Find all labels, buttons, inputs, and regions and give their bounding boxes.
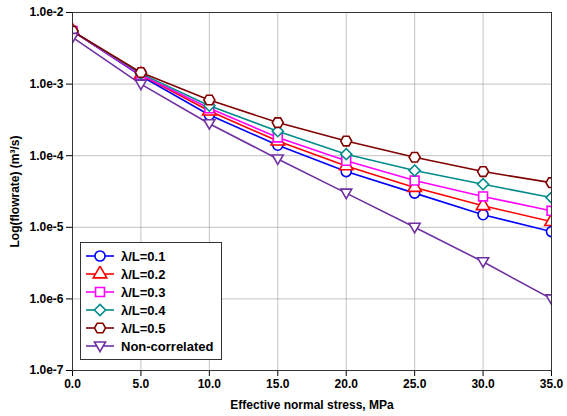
svg-text:30.0: 30.0 [471,377,495,391]
svg-text:1.0e-6: 1.0e-6 [29,292,63,306]
svg-text:1.0e-5: 1.0e-5 [29,220,63,234]
svg-text:Effective normal stress, MPa: Effective normal stress, MPa [230,398,394,412]
svg-text:0.0: 0.0 [64,377,81,391]
svg-text:25.0: 25.0 [403,377,427,391]
svg-text:1.0e-4: 1.0e-4 [29,149,63,163]
svg-text:20.0: 20.0 [335,377,359,391]
html-text:λ/L=0.3: λ/L=0.3 [121,284,166,300]
html-text:λ/L=0.4: λ/L=0.4 [121,302,166,318]
html-text:Non-correlated: Non-correlated [121,338,214,354]
html-text:λ/L=0.2: λ/L=0.2 [121,266,166,282]
svg-text:35.0: 35.0 [540,377,564,391]
svg-text:10.0: 10.0 [198,377,222,391]
html-text:λ/L=0.1: λ/L=0.1 [121,248,166,264]
svg-text:5.0: 5.0 [133,377,150,391]
svg-text:15.0: 15.0 [266,377,290,391]
svg-text:Log(flowrate) (m³/s): Log(flowrate) (m³/s) [8,136,22,248]
svg-text:1.0e-7: 1.0e-7 [29,363,63,377]
html-text:λ/L=0.5: λ/L=0.5 [121,320,166,336]
svg-text:1.0e-3: 1.0e-3 [29,77,63,91]
svg-text:1.0e-2: 1.0e-2 [29,5,63,19]
